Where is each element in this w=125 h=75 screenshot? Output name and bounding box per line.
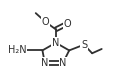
Text: S: S bbox=[81, 40, 87, 50]
Text: N: N bbox=[41, 58, 48, 68]
Text: O: O bbox=[42, 17, 49, 27]
Text: H₂N: H₂N bbox=[8, 45, 26, 55]
Text: N: N bbox=[52, 38, 60, 48]
Text: N: N bbox=[59, 58, 67, 68]
Text: O: O bbox=[64, 19, 71, 29]
